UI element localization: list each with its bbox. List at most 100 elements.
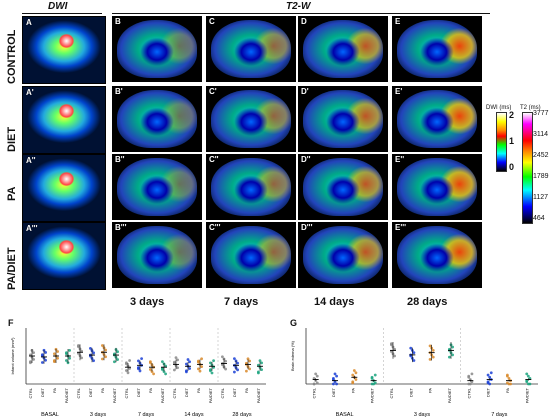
chart-g-point [351,380,355,384]
chart-f-category-label: CTRL [220,387,225,398]
chart-f-category-label: PA [244,388,249,393]
chart-g-category-label: PA [505,388,510,393]
chart-f-group-label: 14 days [184,412,204,418]
t2w-panel-4-2: B''' [112,222,202,288]
chart-f-point [80,356,83,360]
brain-slice [397,19,477,79]
chart-g-point [486,373,490,377]
chart-f-point [198,369,202,373]
chart-f-category-label: CTRL [124,387,129,398]
panel-letter: C''' [209,223,221,232]
chart-g-point [312,382,316,386]
chart-f-point [257,370,260,374]
chart-f-point [44,358,47,362]
day-label-7: 7 days [224,296,259,308]
t2w-header: T2-W [286,1,311,12]
chart-f-group-label: 28 days [232,412,252,418]
chart-g-category-label: PA/DIET [524,387,529,403]
t2w-panel-4-4: D''' [298,222,388,288]
chart-g-point [428,357,432,361]
chart-f-category-label: CTRL [28,387,33,398]
chart-f-point [104,348,107,352]
chart-f-category-label: PA [148,388,153,393]
chart-f-point [164,372,168,376]
t2w-panel-1-3: C [206,16,296,82]
chart-f-point [233,357,236,361]
panel-letter: A [26,18,32,27]
chart-f-category-label: DIET [232,387,237,397]
brain-slice [303,225,383,285]
chart-f-point [186,358,190,361]
t2w-panel-3-5: E'' [392,154,482,220]
chart-g-point [489,371,493,375]
panel-label-g: G [290,318,298,328]
chart-f-point [125,369,128,372]
chart-g-category-label: DIET [408,387,413,397]
chart-f-category-label: PA [100,388,105,393]
chart-f-point [221,355,224,359]
chart-f-point [138,369,142,373]
chart-f-category-label: PA/DIET [256,387,261,403]
chart-f-point [68,356,71,360]
chart-f-category-label: DIET [136,387,141,397]
chart-f-point [92,351,95,355]
chart-g-point [431,355,435,359]
chart-f-point [101,357,104,361]
dwi-header: DWI [48,1,68,12]
t2-tick-464: 464 [533,215,545,222]
chart-f-point [161,360,164,363]
t2w-panel-1-4: D [298,16,388,82]
t2w-panel-2-3: C' [206,86,296,152]
chart-f-category-label: DIET [88,387,93,397]
chart-g-point [468,382,472,386]
chart-f-point [137,366,140,369]
brain-slice [117,157,197,217]
chart-f-point [53,359,56,362]
panel-letter: E''' [395,223,407,232]
chart-f-point [197,359,200,363]
chart-g-point [525,372,529,376]
chart-g-category-label: DIET [486,387,491,397]
chart-g-group-label: 3 days [414,412,430,418]
panel-letter: B [115,17,121,26]
t2w-header-line [112,13,490,14]
chart-f-point [248,359,252,363]
chart-f: Infarct volume (mm³) BASAL CTRL DIET PA PA/DI… [10,328,266,418]
chart-f-point [188,360,192,364]
chart-f-point [113,360,116,364]
chart-f-point [176,366,180,370]
chart-f-group-label: 3 days [90,412,106,418]
chart-g-point [333,372,337,376]
panel-letter: A''' [26,224,38,233]
chart-g-point [409,346,413,350]
panel-letter: D [301,17,307,26]
chart-f-point [101,344,104,347]
chart-g-point [412,359,416,362]
t2-tick-1789: 1789 [533,173,549,180]
brain-slice [117,225,197,285]
chart-f-category-label: PA/DIET [160,387,165,403]
row-label-pa-diet: PA/DIET [6,247,18,290]
day-label-28: 28 days [407,296,448,308]
chart-f-point [174,356,178,360]
chart-g-category-label: PA/DIET [447,387,452,403]
panel-letter: B' [115,87,123,96]
chart-f-point [149,360,152,363]
panel-letter: C' [209,87,217,96]
chart-f-point [260,368,263,372]
lesion-spot [59,33,74,49]
chart-g-point [448,355,451,359]
chart-f-point [185,369,188,373]
chart-g-point [470,372,474,376]
chart-f-category-label: PA/DIET [112,387,117,403]
chart-f-point [116,358,119,361]
panel-letter: A'' [26,156,36,165]
chart-g-point [451,353,454,357]
chart-f-point [137,359,140,363]
chart-f-point [236,368,240,372]
panel-letter: B'' [115,155,125,164]
dwi-tick-1: 1 [509,136,515,146]
chart-f-point [149,368,152,371]
t2w-panel-2-2: B' [112,86,202,152]
chart-f-point [246,357,250,361]
